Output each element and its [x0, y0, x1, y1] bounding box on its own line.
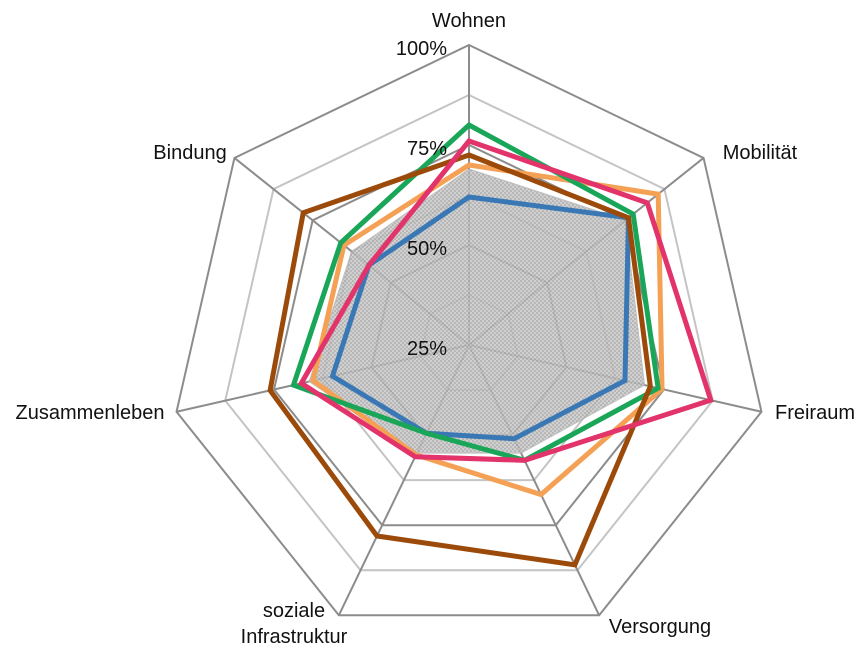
tick-label: 25% [407, 338, 447, 360]
series-line [329, 194, 632, 442]
tick-label: 100% [396, 38, 447, 60]
category-label: soziale Infrastruktur [240, 600, 348, 648]
category-label: Freiraum [774, 402, 855, 424]
tick-label: 75% [407, 138, 447, 160]
series-line [290, 121, 661, 464]
category-label: Versorgung [608, 616, 712, 638]
series-line [310, 162, 665, 498]
series-line [297, 138, 714, 463]
category-label: Wohnen [431, 10, 507, 32]
tick-label: 50% [407, 238, 447, 260]
series-line [267, 152, 653, 568]
grid-ring [175, 43, 763, 617]
minor-grid-ring [224, 93, 714, 572]
category-label: Mobilität [722, 142, 798, 164]
category-label: Bindung [153, 142, 227, 164]
category-label: Zusammenleben [15, 402, 165, 424]
